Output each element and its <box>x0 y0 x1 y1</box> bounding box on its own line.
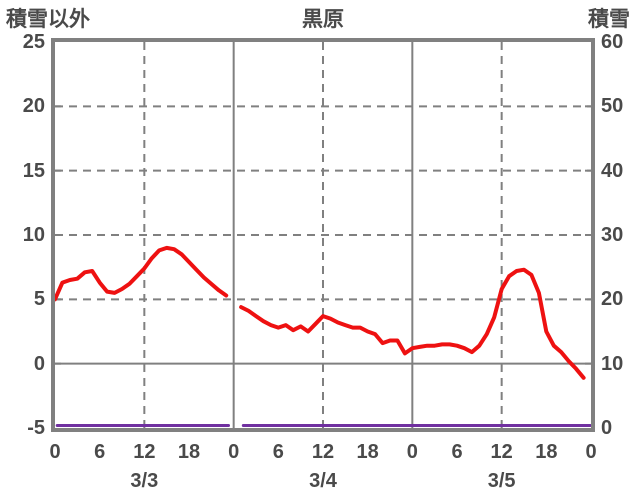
chart-title: 黒原 <box>302 8 344 31</box>
plot-area <box>51 38 595 432</box>
x-axis-tick-label: 18 <box>356 441 379 463</box>
date-label: 3/5 <box>487 470 516 492</box>
date-label: 3/4 <box>309 470 337 492</box>
x-axis-tick-label: 6 <box>94 441 106 463</box>
right-axis-tick-label: 50 <box>601 95 624 118</box>
series-red-line <box>239 267 586 380</box>
left-axis-title: 積雪以外 <box>6 8 90 31</box>
chart-canvas <box>55 42 591 428</box>
right-axis-title: 積雪 <box>588 8 630 31</box>
x-axis-tick-label: 0 <box>49 441 61 463</box>
x-axis-tick-label: 0 <box>228 441 240 463</box>
x-axis-tick-label: 12 <box>311 441 335 463</box>
left-axis-tick-label: 10 <box>22 224 45 246</box>
x-axis-tick-label: 12 <box>490 441 513 463</box>
x-axis-tick-label: 18 <box>535 441 558 463</box>
left-axis-tick-label: 25 <box>22 31 45 53</box>
x-axis-tick-label: 0 <box>585 441 597 463</box>
date-label: 3/3 <box>130 470 159 492</box>
x-axis-tick-label: 12 <box>133 441 156 463</box>
right-axis-tick-label: 30 <box>601 224 624 246</box>
right-axis-tick-label: 20 <box>601 288 624 311</box>
left-axis-tick-label: 5 <box>33 288 45 311</box>
right-axis-tick-label: 10 <box>601 352 624 375</box>
right-axis-tick-label: 0 <box>601 417 613 439</box>
series-red-line <box>55 245 229 302</box>
right-axis-tick-label: 40 <box>601 159 624 182</box>
x-axis-tick-label: 0 <box>406 441 418 463</box>
x-axis-tick-label: 6 <box>272 441 284 463</box>
left-axis-tick-label: -5 <box>27 417 45 439</box>
left-axis-tick-label: 20 <box>22 95 45 118</box>
left-axis-tick-label: 0 <box>33 352 45 375</box>
x-axis-tick-label: 6 <box>451 441 463 463</box>
right-axis-tick-label: 60 <box>601 31 624 53</box>
x-axis-tick-label: 18 <box>177 441 201 463</box>
left-axis-tick-label: 15 <box>22 159 45 182</box>
